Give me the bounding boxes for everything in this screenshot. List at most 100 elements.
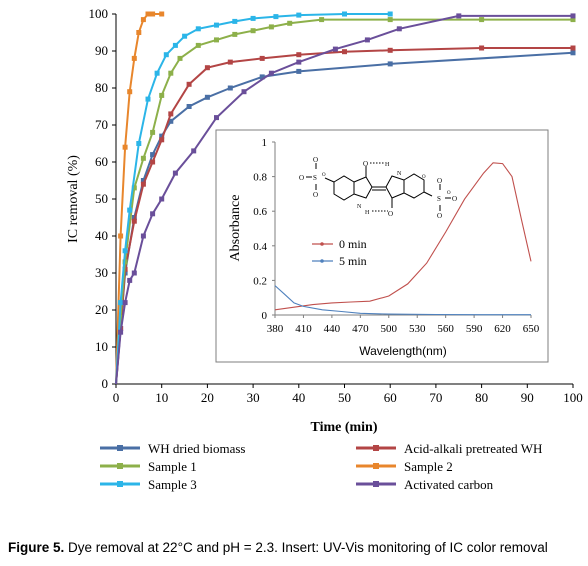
data-point-acid-alkali-pretreated-wh xyxy=(131,218,137,224)
data-point-sample-3 xyxy=(163,52,169,58)
inset-legend-entry-5-min: 5 min xyxy=(312,254,367,268)
data-point-sample-3 xyxy=(122,248,128,254)
data-point-sample-1 xyxy=(479,17,485,23)
indigo-carmine-structure: S O O O O O S O O O O N H N H O O xyxy=(299,156,457,220)
data-point-wh-dried-biomass xyxy=(168,118,174,124)
data-point-wh-dried-biomass xyxy=(259,74,265,80)
data-point-sample-2 xyxy=(118,233,124,239)
data-point-acid-alkali-pretreated-wh xyxy=(387,47,393,53)
data-point-sample-3 xyxy=(296,12,302,18)
main-x-tick-label: 60 xyxy=(384,390,397,405)
data-point-sample-2 xyxy=(127,89,133,95)
struct-o-right-minus: O xyxy=(447,191,451,196)
data-point-activated-carbon xyxy=(122,300,128,306)
inset-chart-series xyxy=(274,162,532,316)
legend-entry-sample-2: Sample 2 xyxy=(356,459,453,474)
data-point-activated-carbon xyxy=(127,277,133,283)
data-point-wh-dried-biomass xyxy=(204,94,210,100)
main-legend: WH dried biomass Acid-alkali pretreated W… xyxy=(100,441,542,492)
main-y-tick-label: 30 xyxy=(95,265,108,280)
data-point-wh-dried-biomass xyxy=(159,133,165,139)
data-point-sample-1 xyxy=(387,17,393,23)
data-point-activated-carbon xyxy=(118,329,124,335)
inset-x-tick-label: 590 xyxy=(466,323,483,335)
series-line-sample-3 xyxy=(115,13,391,385)
inset-x-tick-label: 410 xyxy=(295,323,312,335)
struct-h-right: H xyxy=(385,162,390,168)
data-point-wh-dried-biomass xyxy=(227,85,233,91)
series-sample-2 xyxy=(115,11,165,385)
struct-o-aux: O xyxy=(422,175,426,180)
main-x-axis-label: Time (min) xyxy=(310,420,377,435)
data-point-activated-carbon xyxy=(364,37,370,43)
main-x-tick-label: 20 xyxy=(201,390,214,405)
data-point-wh-dried-biomass xyxy=(387,61,393,67)
data-point-sample-2 xyxy=(136,30,142,35)
main-x-tick-label: 10 xyxy=(155,390,168,405)
struct-n-left: N xyxy=(357,204,362,210)
data-point-activated-carbon xyxy=(159,196,165,202)
legend-marker-sample-3 xyxy=(117,481,123,487)
data-point-activated-carbon xyxy=(332,46,338,52)
data-point-activated-carbon xyxy=(191,148,197,154)
legend-label-activated-carbon: Activated carbon xyxy=(404,477,494,492)
data-point-sample-3 xyxy=(214,22,219,28)
inset-x-tick-label: 500 xyxy=(381,323,398,335)
data-point-sample-1 xyxy=(287,20,293,26)
legend-entry-sample-1: Sample 1 xyxy=(100,459,197,474)
inset-y-tick-label: 0 xyxy=(262,310,268,322)
inset-x-tick-label: 530 xyxy=(409,323,426,335)
main-chart-series xyxy=(115,11,576,385)
data-point-sample-3 xyxy=(154,70,160,76)
data-point-acid-alkali-pretreated-wh xyxy=(159,137,165,143)
data-point-sample-2 xyxy=(145,11,151,17)
main-y-tick-label: 50 xyxy=(95,191,108,206)
struct-s-right: S xyxy=(437,195,441,203)
data-point-acid-alkali-pretreated-wh xyxy=(168,111,174,117)
main-x-tick-label: 50 xyxy=(338,390,351,405)
data-point-sample-1 xyxy=(268,24,274,30)
data-point-activated-carbon xyxy=(214,115,219,121)
inset-y-axis-label: Absorbance xyxy=(228,195,243,262)
figure-caption-text: Dye removal at 22°C and pH = 2.3. Insert… xyxy=(64,540,548,555)
struct-o-left-minus: O xyxy=(322,173,326,178)
data-point-sample-3 xyxy=(118,300,124,306)
main-x-tick-label: 80 xyxy=(475,390,488,405)
figure-caption-label: Figure 5. xyxy=(8,540,65,555)
data-point-sample-2 xyxy=(122,144,128,150)
inset-x-axis-label: Wavelength(nm) xyxy=(359,344,447,358)
data-point-sample-1 xyxy=(250,28,256,34)
main-y-tick-label: 20 xyxy=(95,302,108,317)
inset-x-tick-label: 380 xyxy=(267,323,284,335)
inset-y-tick-label: 0.8 xyxy=(253,172,267,184)
main-x-tick-label: 90 xyxy=(521,390,534,405)
data-point-wh-dried-biomass xyxy=(150,152,156,158)
data-point-sample-1 xyxy=(177,55,183,61)
main-y-tick-label: 40 xyxy=(95,228,108,243)
inset-series-5-min xyxy=(274,285,531,316)
legend-label-sample-2: Sample 2 xyxy=(404,459,453,474)
series-sample-3 xyxy=(115,11,393,385)
legend-marker-acid-alkali-pretreated-wh xyxy=(373,445,379,451)
data-point-sample-1 xyxy=(570,17,576,23)
legend-entry-activated-carbon: Activated carbon xyxy=(356,477,494,492)
data-point-sample-1 xyxy=(131,185,137,191)
main-x-tick-label: 30 xyxy=(247,390,260,405)
main-x-tick-label: 100 xyxy=(563,390,583,405)
inset-legend: 0 min 5 min xyxy=(312,237,367,268)
data-point-activated-carbon xyxy=(570,13,576,19)
data-point-acid-alkali-pretreated-wh xyxy=(150,159,156,165)
data-point-acid-alkali-pretreated-wh xyxy=(204,65,210,71)
legend-marker-wh-dried-biomass xyxy=(117,445,123,451)
inset-y-tick-label: 1 xyxy=(262,137,268,149)
left-five-ring xyxy=(353,176,373,199)
main-y-tick-label: 60 xyxy=(95,154,108,169)
data-point-sample-1 xyxy=(195,42,201,48)
inset-x-tick-label: 440 xyxy=(324,323,341,335)
main-x-tick-label: 0 xyxy=(113,390,120,405)
main-y-tick-label: 100 xyxy=(89,6,109,21)
legend-entry-acid-alkali-pretreated-wh: Acid-alkali pretreated WH xyxy=(356,441,542,456)
legend-marker-activated-carbon xyxy=(373,481,379,487)
right-sulfonate-bond xyxy=(423,191,433,197)
